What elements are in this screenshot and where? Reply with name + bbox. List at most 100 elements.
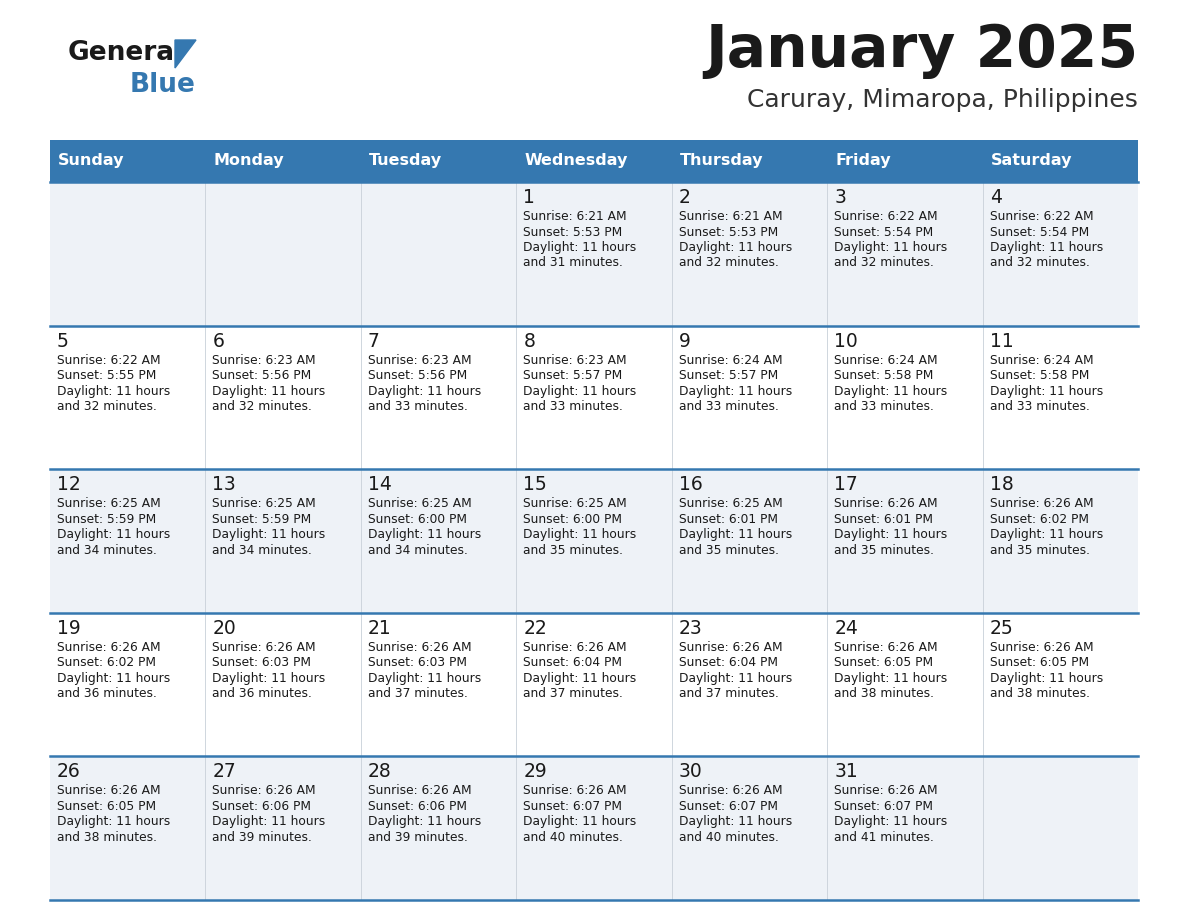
Text: Sunrise: 6:26 AM: Sunrise: 6:26 AM — [57, 784, 160, 798]
Text: Daylight: 11 hours: Daylight: 11 hours — [990, 385, 1102, 397]
Text: Daylight: 11 hours: Daylight: 11 hours — [834, 672, 947, 685]
Text: 7: 7 — [368, 331, 380, 351]
Text: Sunrise: 6:26 AM: Sunrise: 6:26 AM — [834, 784, 937, 798]
Text: Daylight: 11 hours: Daylight: 11 hours — [990, 241, 1102, 254]
Text: 25: 25 — [990, 619, 1013, 638]
Text: Sunrise: 6:26 AM: Sunrise: 6:26 AM — [213, 641, 316, 654]
Text: and 34 minutes.: and 34 minutes. — [57, 543, 157, 556]
Text: 13: 13 — [213, 476, 236, 494]
Text: 4: 4 — [990, 188, 1001, 207]
Text: Sunset: 6:04 PM: Sunset: 6:04 PM — [678, 656, 778, 669]
Text: Sunset: 5:54 PM: Sunset: 5:54 PM — [990, 226, 1089, 239]
Text: Sunrise: 6:26 AM: Sunrise: 6:26 AM — [678, 641, 783, 654]
Text: Sunrise: 6:22 AM: Sunrise: 6:22 AM — [834, 210, 937, 223]
Polygon shape — [175, 40, 196, 68]
Text: Sunset: 5:53 PM: Sunset: 5:53 PM — [523, 226, 623, 239]
Text: Daylight: 11 hours: Daylight: 11 hours — [523, 672, 637, 685]
Text: 5: 5 — [57, 331, 69, 351]
Text: 24: 24 — [834, 619, 858, 638]
Text: Daylight: 11 hours: Daylight: 11 hours — [57, 528, 170, 542]
Text: Daylight: 11 hours: Daylight: 11 hours — [57, 672, 170, 685]
Text: and 34 minutes.: and 34 minutes. — [368, 543, 468, 556]
Text: 27: 27 — [213, 763, 236, 781]
Text: Daylight: 11 hours: Daylight: 11 hours — [57, 815, 170, 828]
Text: Caruray, Mimaropa, Philippines: Caruray, Mimaropa, Philippines — [747, 88, 1138, 112]
Text: Sunset: 5:57 PM: Sunset: 5:57 PM — [523, 369, 623, 382]
Text: 8: 8 — [523, 331, 535, 351]
Text: Sunrise: 6:24 AM: Sunrise: 6:24 AM — [834, 353, 937, 366]
Text: Sunset: 6:05 PM: Sunset: 6:05 PM — [990, 656, 1088, 669]
Text: 28: 28 — [368, 763, 392, 781]
Bar — [206, 140, 361, 182]
Text: and 35 minutes.: and 35 minutes. — [678, 543, 778, 556]
Text: Daylight: 11 hours: Daylight: 11 hours — [678, 815, 792, 828]
Text: 14: 14 — [368, 476, 392, 494]
Text: Sunrise: 6:26 AM: Sunrise: 6:26 AM — [990, 641, 1093, 654]
Text: Daylight: 11 hours: Daylight: 11 hours — [368, 385, 481, 397]
Text: Daylight: 11 hours: Daylight: 11 hours — [523, 241, 637, 254]
Text: Daylight: 11 hours: Daylight: 11 hours — [834, 385, 947, 397]
Text: Daylight: 11 hours: Daylight: 11 hours — [678, 672, 792, 685]
Text: and 38 minutes.: and 38 minutes. — [990, 688, 1089, 700]
Text: 20: 20 — [213, 619, 236, 638]
Text: Sunrise: 6:26 AM: Sunrise: 6:26 AM — [990, 498, 1093, 510]
Text: Sunday: Sunday — [58, 153, 125, 169]
Text: Blue: Blue — [129, 72, 196, 98]
Text: Sunset: 6:02 PM: Sunset: 6:02 PM — [57, 656, 156, 669]
Text: Sunset: 5:58 PM: Sunset: 5:58 PM — [834, 369, 934, 382]
Text: Sunrise: 6:24 AM: Sunrise: 6:24 AM — [990, 353, 1093, 366]
Text: and 31 minutes.: and 31 minutes. — [523, 256, 624, 270]
Text: Saturday: Saturday — [991, 153, 1072, 169]
Text: Sunset: 6:01 PM: Sunset: 6:01 PM — [834, 512, 933, 526]
Text: Sunrise: 6:26 AM: Sunrise: 6:26 AM — [678, 784, 783, 798]
Text: Sunrise: 6:25 AM: Sunrise: 6:25 AM — [213, 498, 316, 510]
Text: Sunrise: 6:25 AM: Sunrise: 6:25 AM — [523, 498, 627, 510]
Text: Sunset: 6:05 PM: Sunset: 6:05 PM — [834, 656, 934, 669]
Text: Sunrise: 6:26 AM: Sunrise: 6:26 AM — [523, 641, 627, 654]
Text: and 40 minutes.: and 40 minutes. — [523, 831, 624, 844]
Text: and 36 minutes.: and 36 minutes. — [213, 688, 312, 700]
Text: Sunrise: 6:25 AM: Sunrise: 6:25 AM — [368, 498, 472, 510]
Text: 15: 15 — [523, 476, 546, 494]
Text: Daylight: 11 hours: Daylight: 11 hours — [368, 815, 481, 828]
Text: and 32 minutes.: and 32 minutes. — [213, 400, 312, 413]
Text: 16: 16 — [678, 476, 702, 494]
Text: and 40 minutes.: and 40 minutes. — [678, 831, 778, 844]
Bar — [50, 613, 1138, 756]
Text: 6: 6 — [213, 331, 225, 351]
Bar — [982, 140, 1138, 182]
Text: Sunset: 6:07 PM: Sunset: 6:07 PM — [834, 800, 933, 813]
Text: Thursday: Thursday — [680, 153, 763, 169]
Text: Sunrise: 6:26 AM: Sunrise: 6:26 AM — [834, 498, 937, 510]
Text: Sunset: 5:57 PM: Sunset: 5:57 PM — [678, 369, 778, 382]
Text: 10: 10 — [834, 331, 858, 351]
Text: Sunset: 6:07 PM: Sunset: 6:07 PM — [678, 800, 778, 813]
Text: Friday: Friday — [835, 153, 891, 169]
Text: Sunset: 5:55 PM: Sunset: 5:55 PM — [57, 369, 157, 382]
Text: and 41 minutes.: and 41 minutes. — [834, 831, 934, 844]
Text: 18: 18 — [990, 476, 1013, 494]
Text: Daylight: 11 hours: Daylight: 11 hours — [990, 528, 1102, 542]
Text: Sunrise: 6:26 AM: Sunrise: 6:26 AM — [523, 784, 627, 798]
Text: and 38 minutes.: and 38 minutes. — [834, 688, 934, 700]
Text: 3: 3 — [834, 188, 846, 207]
Text: Daylight: 11 hours: Daylight: 11 hours — [523, 815, 637, 828]
Text: 30: 30 — [678, 763, 702, 781]
Text: and 35 minutes.: and 35 minutes. — [990, 543, 1089, 556]
Text: 21: 21 — [368, 619, 392, 638]
Text: and 33 minutes.: and 33 minutes. — [834, 400, 934, 413]
Text: and 37 minutes.: and 37 minutes. — [368, 688, 468, 700]
Text: and 36 minutes.: and 36 minutes. — [57, 688, 157, 700]
Text: Daylight: 11 hours: Daylight: 11 hours — [57, 385, 170, 397]
Text: and 39 minutes.: and 39 minutes. — [368, 831, 468, 844]
Text: and 37 minutes.: and 37 minutes. — [678, 688, 778, 700]
Text: Daylight: 11 hours: Daylight: 11 hours — [990, 672, 1102, 685]
Text: Sunset: 6:00 PM: Sunset: 6:00 PM — [368, 512, 467, 526]
Text: 2: 2 — [678, 188, 690, 207]
Text: Sunrise: 6:25 AM: Sunrise: 6:25 AM — [678, 498, 783, 510]
Text: Sunset: 5:54 PM: Sunset: 5:54 PM — [834, 226, 934, 239]
Text: 17: 17 — [834, 476, 858, 494]
Text: Daylight: 11 hours: Daylight: 11 hours — [834, 815, 947, 828]
Text: and 35 minutes.: and 35 minutes. — [523, 543, 624, 556]
Text: Monday: Monday — [214, 153, 284, 169]
